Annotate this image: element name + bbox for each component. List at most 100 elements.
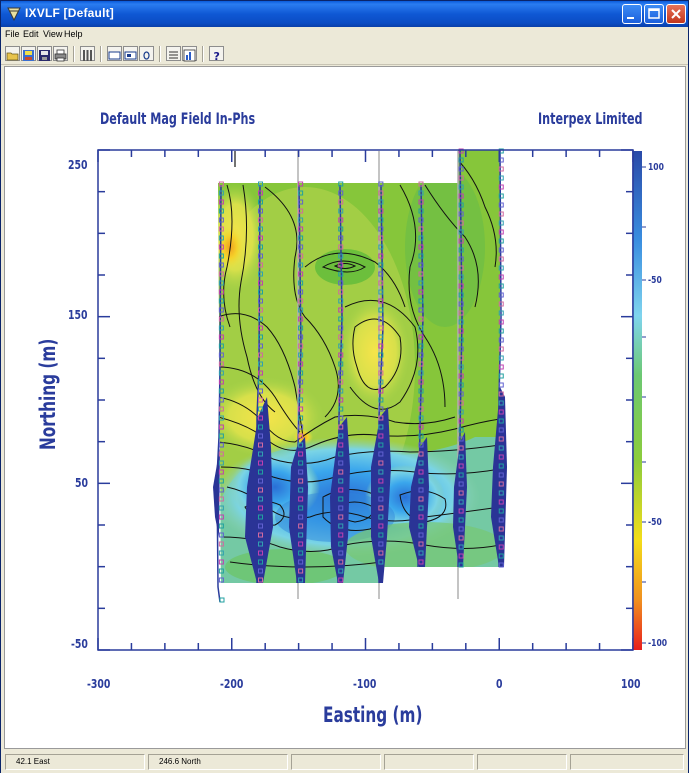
- station-marker: [418, 523, 424, 529]
- station-marker: [258, 550, 263, 556]
- station-marker: [258, 424, 263, 430]
- station-marker: [258, 199, 263, 205]
- columns-icon: [83, 50, 92, 61]
- maximize-icon: [648, 8, 660, 19]
- zero-button[interactable]: [139, 46, 154, 61]
- station-marker: [298, 244, 304, 250]
- station-marker: [378, 415, 384, 421]
- station-marker: [458, 346, 464, 352]
- station-marker: [338, 244, 344, 250]
- x-tick-label: -300: [87, 677, 111, 692]
- plot-canvas[interactable]: Default Mag Field In-Phs Interpex Limite…: [4, 66, 686, 749]
- station-marker: [258, 208, 263, 214]
- station-marker: [378, 181, 384, 187]
- save-button[interactable]: [37, 46, 52, 61]
- station-marker: [458, 409, 464, 415]
- station-marker: [338, 433, 344, 439]
- station-marker: [218, 550, 224, 556]
- station-marker: [498, 490, 504, 496]
- station-marker: [458, 445, 464, 451]
- station-marker: [218, 208, 224, 214]
- station-marker: [298, 550, 304, 556]
- station-marker: [218, 397, 224, 403]
- window-button[interactable]: [107, 46, 122, 61]
- open-button[interactable]: [5, 46, 20, 61]
- status-pane-empty: [477, 754, 567, 770]
- station-marker: [338, 298, 344, 304]
- station-marker: [378, 532, 384, 538]
- save-icon: [39, 50, 50, 61]
- station-marker: [218, 460, 224, 466]
- colorbar-gradient: [633, 151, 642, 650]
- app-icon: [7, 7, 21, 21]
- menu-view[interactable]: View: [43, 29, 63, 39]
- station-marker: [298, 208, 304, 214]
- station-marker: [378, 289, 384, 295]
- chart-button[interactable]: [182, 46, 197, 62]
- station-marker: [498, 211, 504, 217]
- station-marker: [338, 532, 344, 538]
- station-marker: [338, 406, 344, 412]
- station-marker: [298, 298, 304, 304]
- station-marker: [258, 451, 263, 457]
- menu-help[interactable]: Help: [64, 29, 83, 39]
- station-marker: [298, 325, 304, 331]
- station-marker: [218, 262, 224, 268]
- station-marker: [498, 508, 504, 514]
- station-marker: [458, 265, 464, 271]
- station-marker: [458, 391, 464, 397]
- station-marker: [498, 526, 504, 532]
- station-marker: [338, 379, 344, 385]
- station-marker: [458, 184, 464, 190]
- station-marker: [298, 442, 304, 448]
- station-marker: [219, 597, 225, 603]
- station-marker: [218, 514, 224, 520]
- station-marker: [218, 505, 224, 511]
- station-marker: [338, 559, 344, 565]
- menu-edit[interactable]: Edit: [23, 29, 39, 39]
- station-marker: [338, 514, 344, 520]
- station-marker: [258, 235, 263, 241]
- station-marker: [458, 355, 464, 361]
- station-marker: [258, 352, 263, 358]
- station-marker: [458, 211, 464, 217]
- title-bar[interactable]: IXVLF [Default]: [1, 1, 688, 27]
- station-marker: [218, 415, 224, 421]
- station-marker: [458, 157, 464, 163]
- menu-file[interactable]: File: [5, 29, 20, 39]
- station-marker: [458, 481, 464, 487]
- station-marker: [378, 235, 384, 241]
- columns-button[interactable]: [80, 46, 95, 61]
- save-color-button[interactable]: [21, 46, 36, 61]
- station-marker: [458, 193, 464, 199]
- x-tick-label: 0: [496, 677, 503, 692]
- station-marker: [218, 316, 224, 322]
- station-marker: [378, 424, 384, 430]
- colorbar-tick-label: -100: [648, 638, 667, 649]
- station-marker: [338, 253, 344, 259]
- station-marker: [458, 472, 464, 478]
- station-marker: [458, 553, 464, 559]
- list-button[interactable]: [166, 46, 181, 61]
- station-marker: [418, 235, 424, 241]
- minimize-button[interactable]: [622, 4, 642, 24]
- station-marker: [258, 541, 263, 547]
- station-marker: [418, 424, 424, 430]
- station-marker: [258, 460, 263, 466]
- panel-icon: [124, 51, 137, 60]
- station-marker: [218, 235, 224, 241]
- maximize-button[interactable]: [644, 4, 664, 24]
- station-marker: [338, 208, 344, 214]
- station-marker: [258, 253, 263, 259]
- close-button[interactable]: [666, 4, 686, 24]
- panel-button[interactable]: [123, 46, 138, 61]
- print-button[interactable]: [53, 46, 68, 62]
- station-marker: [258, 577, 263, 583]
- station-marker: [258, 181, 263, 187]
- station-marker: [378, 496, 384, 502]
- help-button[interactable]: ?: [209, 46, 224, 63]
- station-marker: [258, 244, 263, 250]
- station-marker: [258, 532, 263, 538]
- station-marker: [378, 307, 384, 313]
- station-marker: [218, 280, 224, 286]
